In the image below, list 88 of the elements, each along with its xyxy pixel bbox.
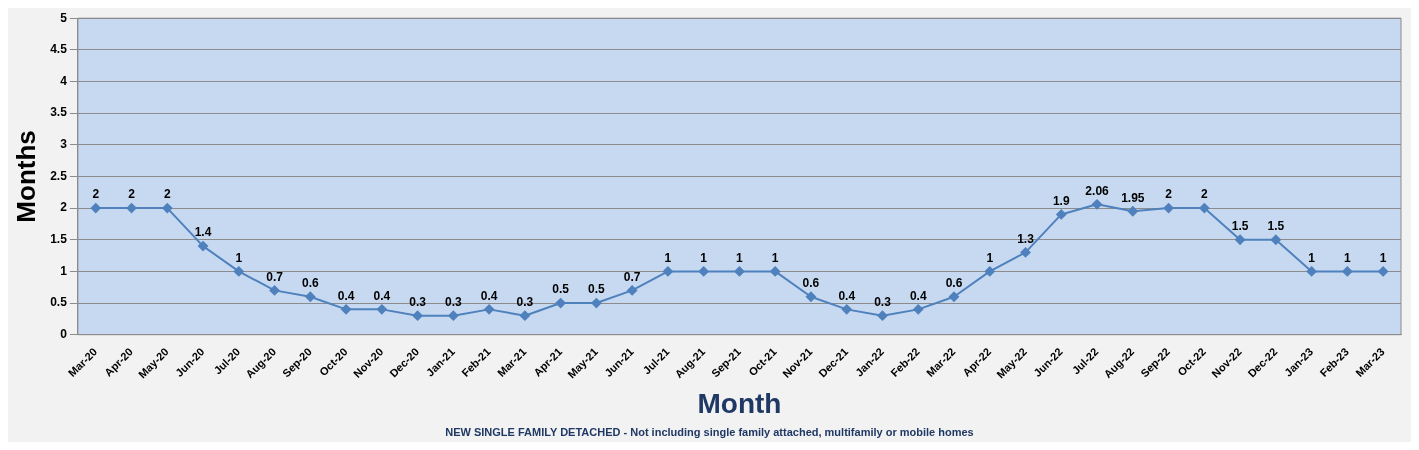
point: [591, 298, 602, 309]
data-label: 0.4: [909, 288, 927, 303]
data-label: 0.4: [838, 288, 856, 303]
y-tick-label: 4: [60, 73, 68, 88]
data-label: 0.3: [874, 295, 892, 310]
data-label: 1: [664, 250, 672, 265]
data-label: 1: [1308, 250, 1316, 265]
point: [1056, 209, 1067, 220]
point: [341, 304, 352, 315]
point: [412, 310, 423, 321]
point: [269, 285, 280, 296]
data-label: 0.5: [552, 282, 570, 297]
y-tick-label: 0.5: [50, 295, 68, 310]
data-label: 1: [1344, 250, 1352, 265]
point: [770, 266, 781, 277]
data-label: 0.7: [623, 269, 641, 284]
point: [877, 310, 888, 321]
point: [984, 266, 995, 277]
x-axis-title: Month: [697, 387, 782, 419]
data-label: 0.4: [373, 288, 391, 303]
data-label: 0.5: [588, 282, 606, 297]
point: [1270, 234, 1281, 245]
point: [484, 304, 495, 315]
y-tick-label: 1: [60, 263, 68, 278]
data-label: 1.9: [1052, 193, 1070, 208]
point: [1163, 203, 1174, 214]
data-label: 1: [700, 250, 708, 265]
point: [698, 266, 709, 277]
data-label: 0.3: [516, 295, 534, 310]
data-label: 2: [128, 187, 136, 202]
point: [949, 291, 959, 302]
y-tick-label: 2: [60, 200, 68, 215]
data-label: 0.6: [301, 276, 319, 291]
y-axis-title: Months: [10, 130, 41, 223]
data-label: 0.4: [337, 288, 355, 303]
y-tick-label: 2.5: [50, 168, 68, 183]
point: [841, 304, 852, 315]
y-tick-label: 4.5: [50, 42, 68, 57]
data-label: 1: [771, 250, 779, 265]
data-label: 0.6: [802, 276, 820, 291]
y-tick-label: 3.5: [50, 105, 68, 120]
y-tick-label: 3: [60, 137, 68, 152]
data-label: 0.7: [266, 269, 284, 284]
text: NEW SINGLE FAMILY DETACHED - Not including single family attached, multifamily or mobile homes: [444, 426, 975, 438]
data-label: 1.95: [1121, 190, 1145, 205]
point: [1235, 234, 1246, 245]
point: [627, 285, 638, 296]
data-label: 2: [1165, 187, 1173, 202]
point: [1378, 266, 1389, 277]
data-label: 1.4: [194, 225, 212, 240]
data-label: 2: [163, 187, 171, 202]
point: [126, 203, 137, 214]
y-tick-label: 5: [60, 10, 68, 25]
point: [376, 304, 387, 315]
data-label: 1.3: [1017, 231, 1035, 246]
point: [555, 298, 566, 309]
point: [305, 291, 316, 302]
point: [519, 310, 530, 321]
data-label: 2: [92, 187, 100, 202]
point: [1306, 266, 1317, 277]
point: [1342, 266, 1353, 277]
point: [662, 266, 673, 277]
point: [1020, 247, 1031, 258]
point: [805, 291, 816, 302]
data-label: 0.6: [945, 276, 963, 291]
data-label: 0.3: [445, 295, 463, 310]
data-label: 0.4: [480, 288, 498, 303]
y-tick-label: 1.5: [50, 232, 68, 247]
data-label: 1: [235, 250, 243, 265]
point: [913, 304, 924, 315]
point: [1199, 203, 1210, 214]
point: [734, 266, 745, 277]
point: [448, 310, 459, 321]
data-label: 0.3: [409, 295, 427, 310]
y-tick-label: 0: [60, 327, 68, 342]
point: [198, 241, 209, 252]
data-label: 1: [986, 250, 994, 265]
data-label: 2: [1200, 187, 1208, 202]
point: [1092, 199, 1103, 210]
data-label: 1: [736, 250, 744, 265]
point: [233, 266, 244, 277]
point: [90, 203, 101, 214]
data-label: 1.5: [1231, 219, 1249, 234]
point: [162, 203, 173, 214]
data-label: 1: [1379, 250, 1387, 265]
point: [1127, 206, 1138, 217]
data-label: 1.5: [1267, 219, 1285, 234]
data-label: 2.06: [1085, 183, 1110, 198]
